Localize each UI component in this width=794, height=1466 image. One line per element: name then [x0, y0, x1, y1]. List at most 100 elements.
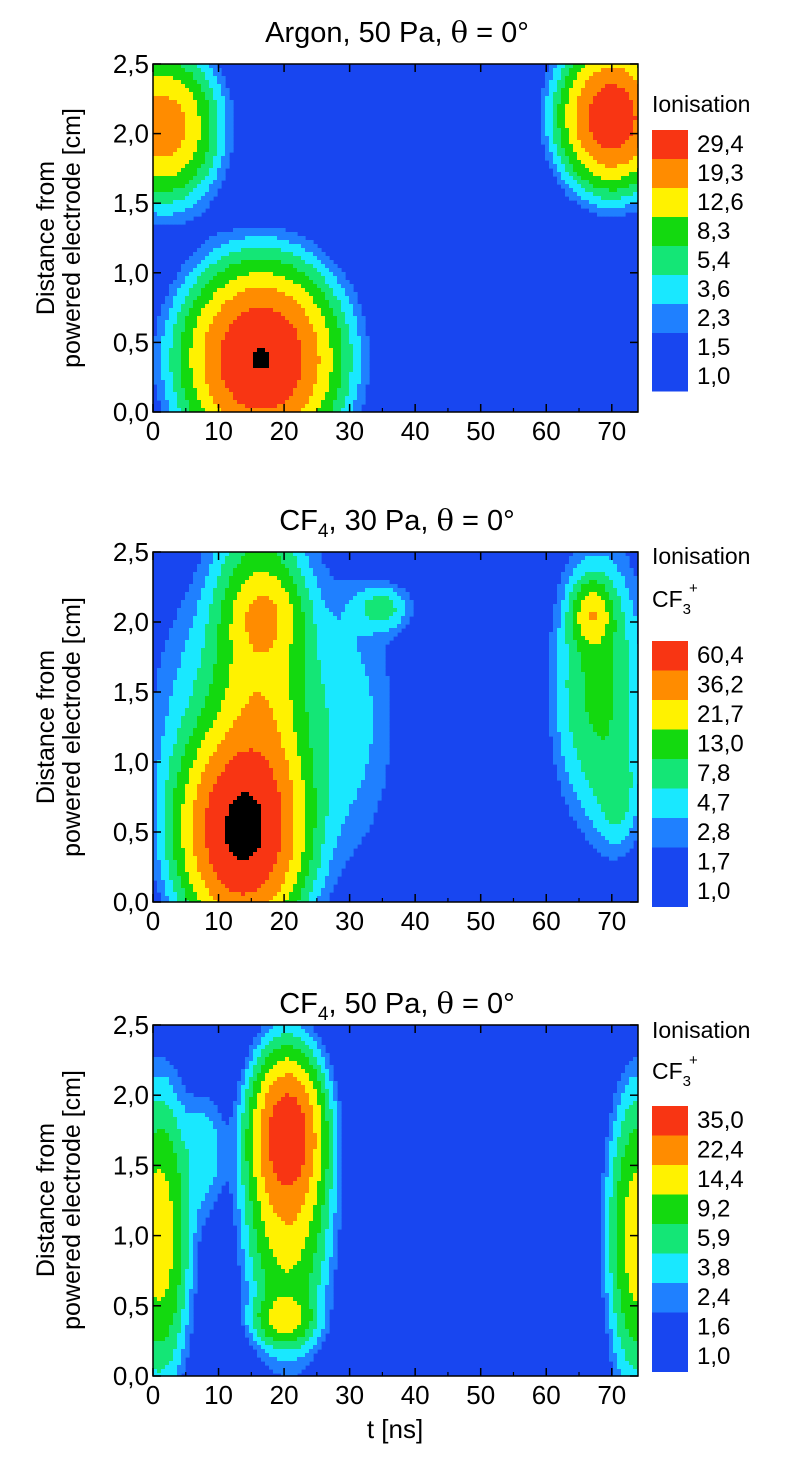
- contour-cell: [209, 140, 214, 145]
- contour-cell: [213, 88, 218, 93]
- contour-cell: [209, 564, 214, 569]
- contour-cell: [289, 360, 294, 365]
- contour-cell: [165, 360, 170, 365]
- contour-cell: [297, 392, 302, 397]
- contour-cell: [193, 200, 198, 205]
- contour-cell: [545, 156, 550, 161]
- contour-cell: [197, 736, 202, 741]
- contour-cell: [577, 112, 582, 117]
- contour-cell: [189, 272, 194, 277]
- contour-cell: [633, 68, 638, 73]
- contour-cell: [305, 284, 310, 289]
- contour-cell: [221, 92, 226, 97]
- contour-cell: [349, 320, 354, 325]
- contour-cell: [233, 340, 238, 345]
- contour-cell: [185, 352, 190, 357]
- contour-cell: [189, 340, 194, 345]
- contour-cell: [357, 368, 362, 373]
- contour-cell: [177, 796, 182, 801]
- contour-cell: [201, 200, 206, 205]
- contour-cell: [225, 232, 230, 237]
- contour-cell: [605, 84, 610, 89]
- contour-cell: [177, 828, 182, 833]
- contour-cell: [157, 824, 162, 829]
- contour-cell: [365, 356, 370, 361]
- contour-cell: [609, 148, 614, 153]
- contour-cell: [193, 204, 198, 209]
- contour-cell: [289, 280, 294, 285]
- contour-cell: [217, 352, 222, 357]
- contour-cell: [213, 264, 218, 269]
- contour-cell: [217, 144, 222, 149]
- contour-cell: [189, 804, 194, 809]
- contour-cell: [209, 236, 214, 241]
- contour-cell: [345, 368, 350, 373]
- contour-cell: [617, 132, 622, 137]
- contour-cell: [321, 384, 326, 389]
- contour-cell: [181, 784, 186, 789]
- contour-cell: [589, 112, 594, 117]
- contour-cell: [273, 384, 278, 389]
- contour-cell: [197, 664, 202, 669]
- contour-cell: [209, 392, 214, 397]
- contour-cell: [257, 244, 262, 249]
- contour-cell: [205, 332, 210, 337]
- contour-cell: [341, 272, 346, 277]
- contour-cell: [245, 252, 250, 257]
- contour-cell: [197, 860, 202, 865]
- contour-cell: [197, 824, 202, 829]
- contour-cell: [193, 884, 198, 889]
- contour-cell: [197, 640, 202, 645]
- contour-cell: [169, 780, 174, 785]
- contour-cell: [193, 388, 198, 393]
- contour-cell: [157, 192, 162, 197]
- contour-cell: [273, 304, 278, 309]
- contour-cell: [173, 292, 178, 297]
- contour-cell: [545, 144, 550, 149]
- contour-cell: [313, 292, 318, 297]
- contour-cell: [293, 384, 298, 389]
- contour-cell: [213, 288, 218, 293]
- contour-cell: [217, 360, 222, 365]
- contour-cell: [601, 196, 606, 201]
- contour-cell: [185, 684, 190, 689]
- contour-plot: [153, 552, 642, 905]
- contour-cell: [361, 396, 366, 401]
- contour-cell: [249, 372, 254, 377]
- contour-cell: [209, 892, 214, 897]
- contour-cell: [229, 340, 234, 345]
- contour-cell: [289, 232, 294, 237]
- contour-cell: [581, 160, 586, 165]
- contour-cell: [217, 380, 222, 385]
- contour-cell: [205, 556, 210, 561]
- contour-cell: [273, 300, 278, 305]
- contour-cell: [613, 204, 618, 209]
- contour-cell: [309, 404, 314, 409]
- contour-cell: [345, 348, 350, 353]
- contour-cell: [229, 236, 234, 241]
- contour-cell: [169, 740, 174, 745]
- contour-cell: [341, 288, 346, 293]
- contour-cell: [225, 132, 230, 137]
- contour-cell: [217, 256, 222, 261]
- contour-cell: [549, 164, 554, 169]
- contour-cell: [161, 704, 166, 709]
- contour-cell: [161, 720, 166, 725]
- contour-cell: [325, 372, 330, 377]
- contour-cell: [177, 632, 182, 637]
- contour-cell: [273, 404, 278, 409]
- contour-cell: [181, 308, 186, 313]
- contour-cell: [205, 316, 210, 321]
- contour-cell: [193, 164, 198, 169]
- contour-cell: [317, 352, 322, 357]
- contour-cell: [201, 788, 206, 793]
- contour-cell: [173, 676, 178, 681]
- contour-cell: [613, 72, 618, 77]
- contour-cell: [185, 160, 190, 165]
- contour-cell: [289, 352, 294, 357]
- contour-cell: [293, 236, 298, 241]
- contour-cell: [617, 168, 622, 173]
- contour-cell: [313, 252, 318, 257]
- contour-cell: [157, 140, 162, 145]
- contour-cell: [173, 204, 178, 209]
